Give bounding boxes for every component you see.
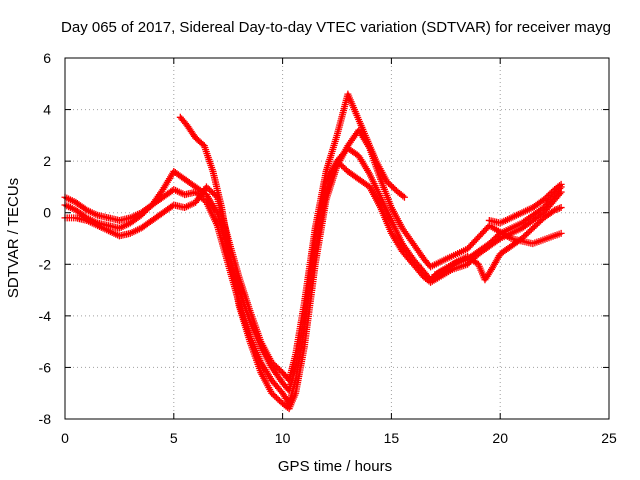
data-point bbox=[400, 193, 408, 201]
data-point bbox=[399, 192, 407, 200]
data-point bbox=[557, 204, 565, 212]
y-tick-label: -8 bbox=[39, 411, 52, 427]
x-tick-label: 5 bbox=[170, 430, 178, 446]
y-tick-label: 0 bbox=[43, 205, 51, 221]
data-point bbox=[557, 188, 565, 196]
series-track-d bbox=[176, 113, 565, 413]
y-tick-label: -6 bbox=[39, 359, 52, 375]
data-point bbox=[557, 229, 565, 237]
data-points bbox=[61, 90, 565, 413]
data-point bbox=[495, 236, 503, 244]
x-tick-label: 25 bbox=[601, 430, 617, 446]
x-axis-label: GPS time / hours bbox=[278, 458, 392, 475]
y-tick-label: -2 bbox=[39, 256, 52, 272]
x-tick-label: 0 bbox=[61, 430, 69, 446]
x-tick-label: 15 bbox=[384, 430, 400, 446]
series-track-f bbox=[485, 180, 565, 227]
series-track-e bbox=[431, 204, 565, 284]
chart-title: Day 065 of 2017, Sidereal Day-to-day VTE… bbox=[61, 19, 611, 36]
y-tick-label: 2 bbox=[43, 153, 51, 169]
x-tick-label: 20 bbox=[492, 430, 508, 446]
plot-frame bbox=[64, 57, 610, 420]
y-axis-label: SDTVAR / TECUs bbox=[5, 178, 22, 298]
data-point bbox=[555, 182, 563, 190]
data-point bbox=[556, 190, 564, 198]
x-tick-label: 10 bbox=[275, 430, 291, 446]
y-tick-label: 4 bbox=[43, 102, 51, 118]
grid-lines bbox=[65, 58, 609, 419]
y-tick-label: 6 bbox=[43, 50, 51, 66]
data-point bbox=[557, 180, 565, 188]
y-tick-label: -4 bbox=[39, 308, 52, 324]
